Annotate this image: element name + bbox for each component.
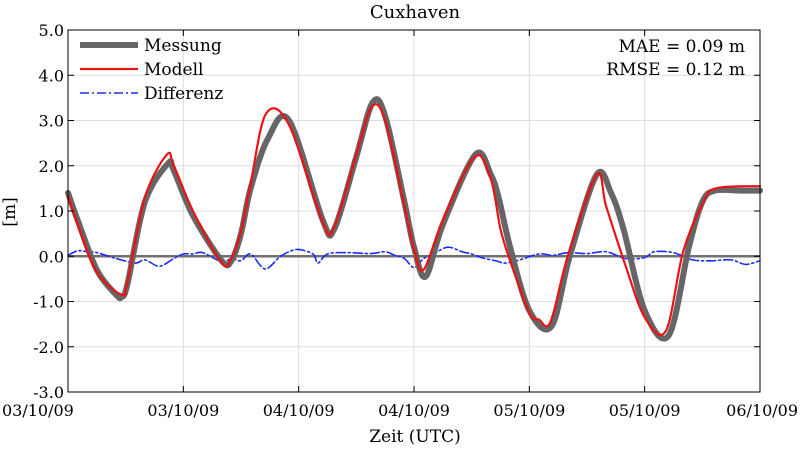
legend-label-messung: Messung [144,36,222,56]
x-tick-label: 04/10/09 [378,401,450,420]
y-tick-label: 0.0 [39,247,64,266]
x-axis-label: Zeit (UTC) [369,427,460,447]
x-tick-label: 05/10/09 [493,401,565,420]
x-tick-label: 05/10/09 [609,401,681,420]
legend: Messung Modell Differenz [80,36,223,104]
series-line-modell [66,103,762,337]
y-tick-label: 5.0 [39,21,64,40]
stat-rmse: RMSE = 0.12 m [606,60,745,80]
axis-ticks [67,29,761,393]
y-tick-label: -1.0 [33,293,64,312]
y-axis-label: [m] [0,197,20,226]
legend-label-differenz: Differenz [144,84,223,104]
chart-title: Cuxhaven [370,2,461,23]
y-tick-label: 3.0 [39,112,64,131]
y-tick-label: 2.0 [39,157,64,176]
x-tick-label: 03/10/09 [147,401,219,420]
stat-mae: MAE = 0.09 m [618,37,745,57]
series-layer [65,96,763,342]
legend-label-modell: Modell [144,60,203,80]
y-tick-label: 1.0 [39,202,64,221]
y-tick-label: -2.0 [33,338,64,357]
tick-labels: 03/10/09 03/10/09 04/10/09 04/10/09 05/10/09… [2,21,798,420]
y-tick-label: -3.0 [33,383,64,402]
x-tick-label: 06/10/09 [726,401,798,420]
x-tick-label: 03/10/09 [2,401,74,420]
x-tick-label: 04/10/09 [263,401,335,420]
stats-box: MAE = 0.09 m RMSE = 0.12 m [606,37,745,80]
y-tick-label: 4.0 [39,66,64,85]
series-line-differenz [67,246,761,270]
